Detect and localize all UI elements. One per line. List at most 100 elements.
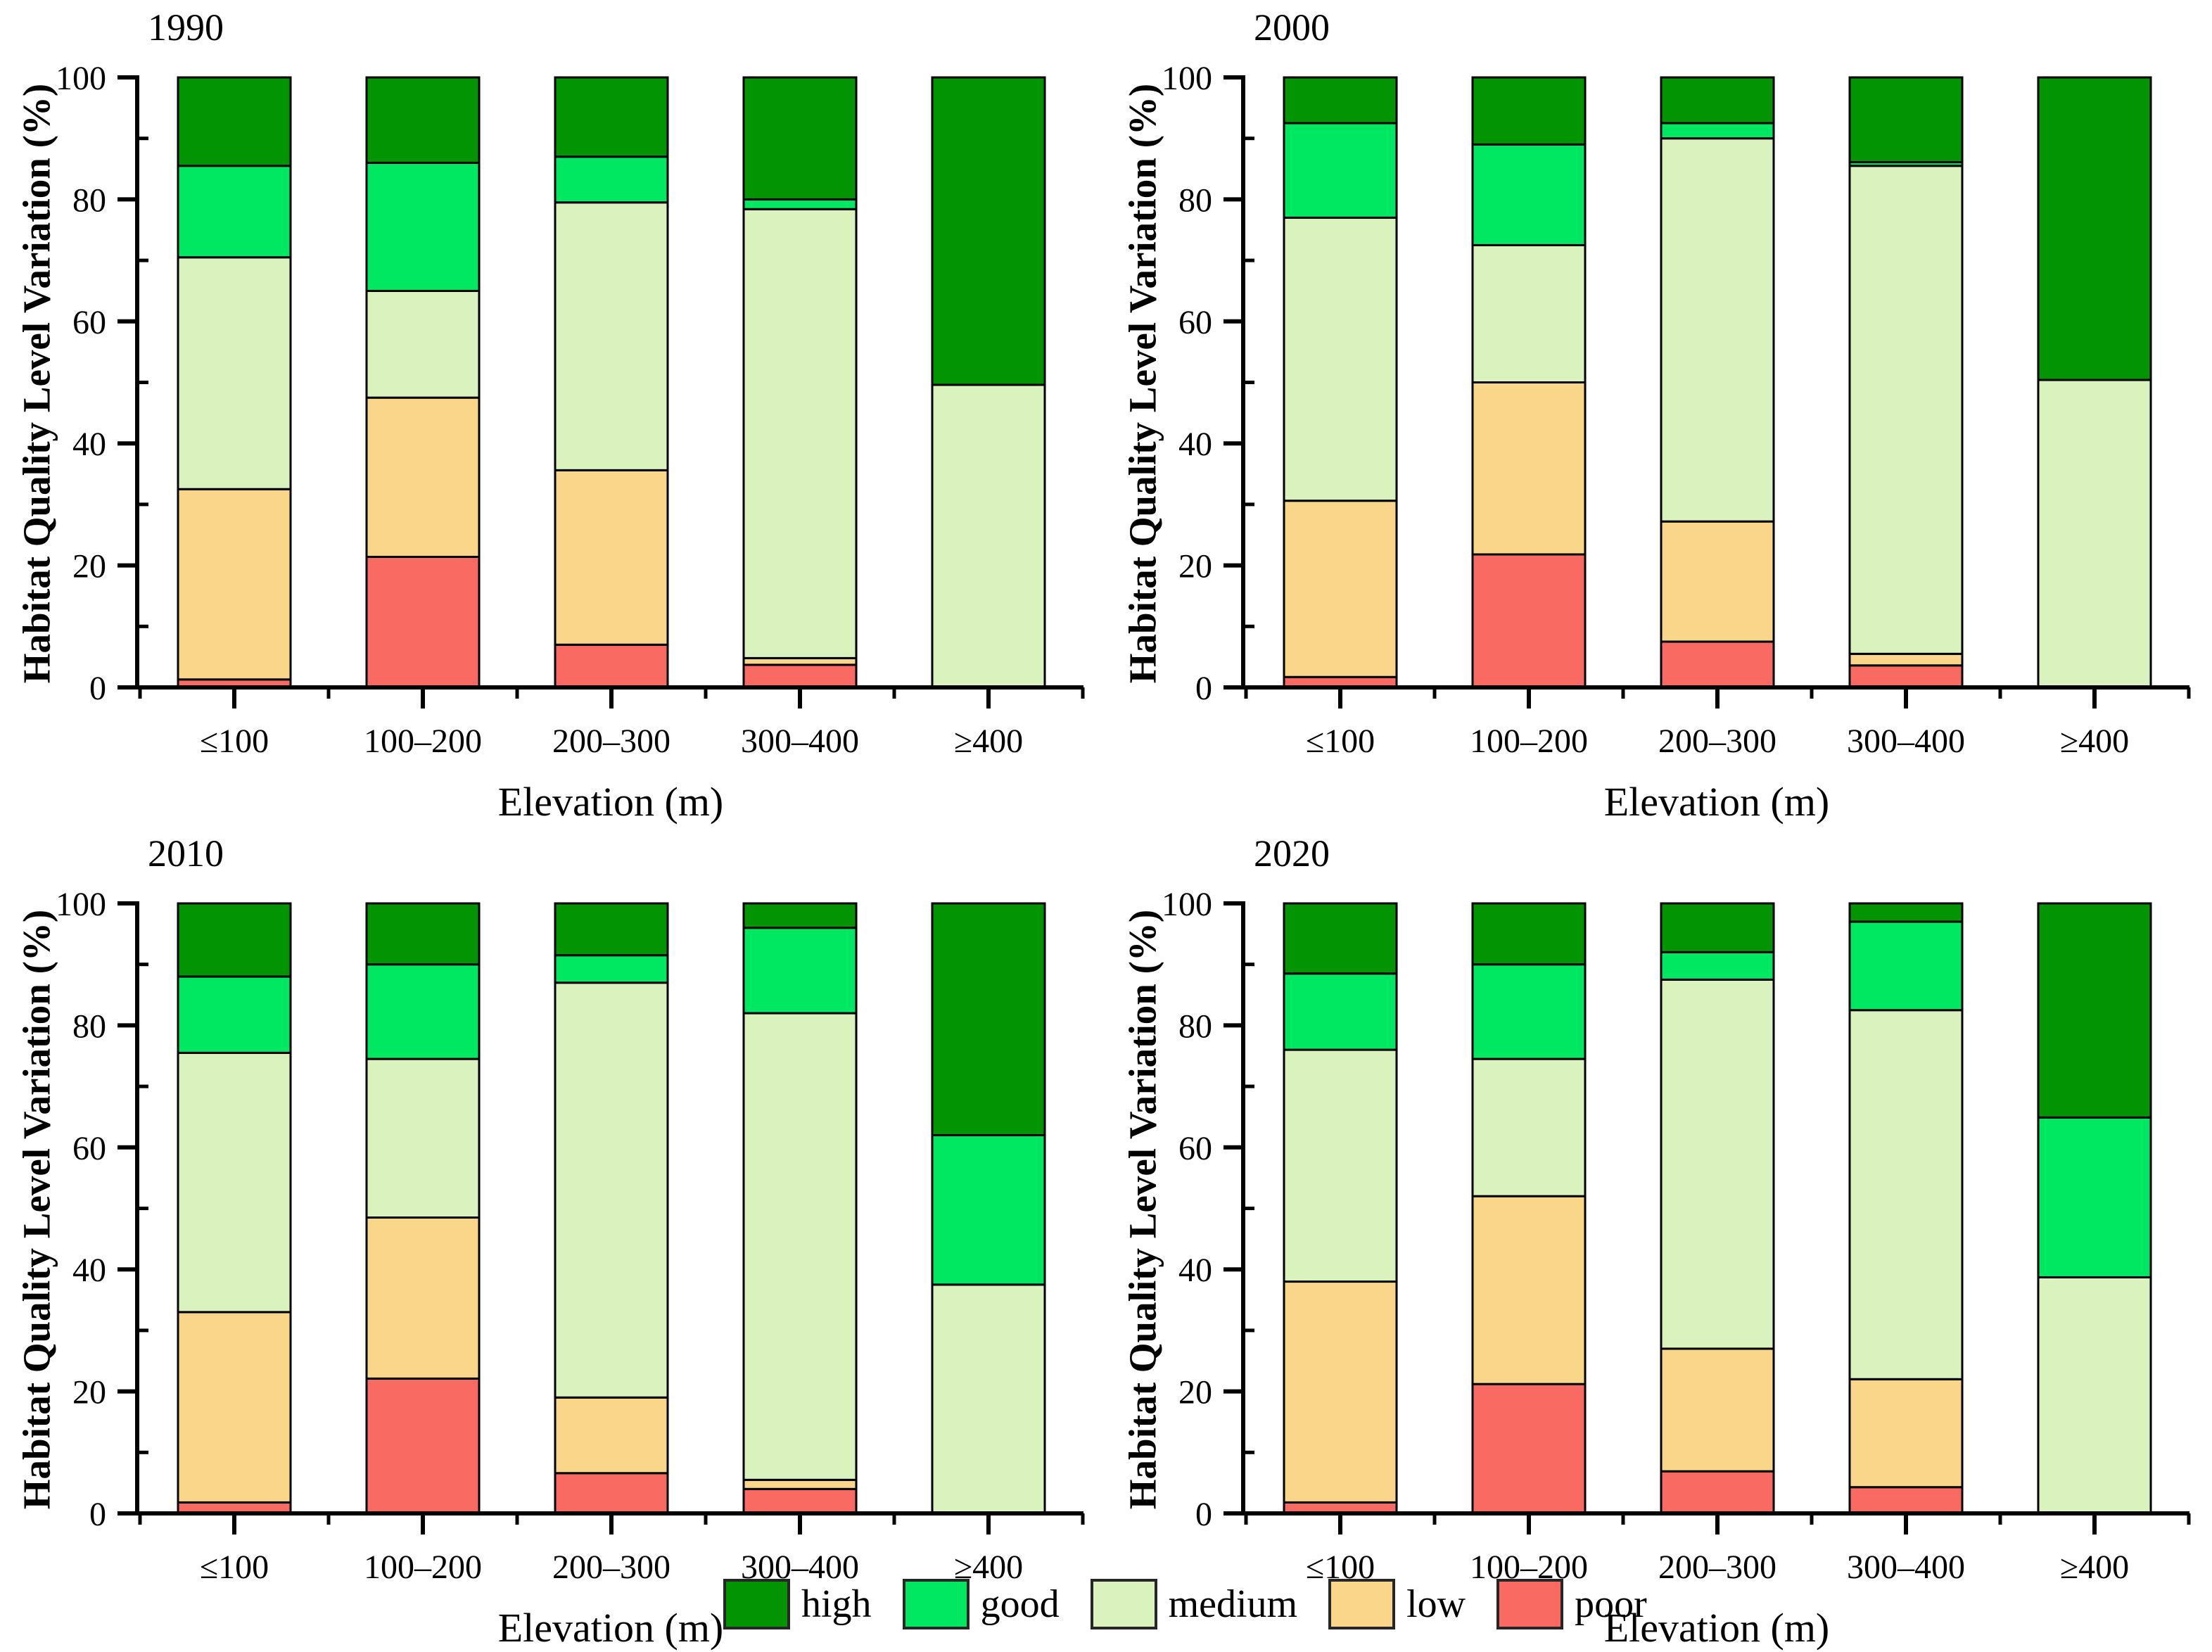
bar-segment-high [554, 76, 669, 158]
x-tick-label: 100–200 [1470, 723, 1588, 760]
bar-segment-high [931, 76, 1046, 386]
y-tick-label: 40 [1178, 426, 1212, 463]
x-tick-label: 200–300 [552, 1549, 670, 1586]
legend: high good medium low poor [723, 1579, 1665, 1629]
bar-segment-high [1848, 902, 1964, 923]
legend-item-low: low [1328, 1579, 1466, 1629]
bar-segment-high [1471, 902, 1587, 966]
bar-segment-high [2037, 902, 2152, 1119]
bar-segment-poor [1660, 1470, 1775, 1515]
bar-segment-low [554, 1396, 669, 1475]
y-tick-label: 20 [72, 1374, 106, 1411]
bar-segment-good [742, 927, 858, 1015]
y-tick-label: 40 [72, 426, 106, 463]
x-tick-label: 300–400 [1847, 1549, 1965, 1586]
bar-segment-high [365, 76, 481, 164]
bar-segment-medium [1283, 216, 1398, 502]
x-tick-label: ≥400 [954, 723, 1023, 760]
bar-segment-good [2037, 1116, 2152, 1278]
bar-segment-medium [177, 1051, 292, 1314]
bar-segment-poor [1471, 553, 1587, 689]
bar-segment-good [177, 165, 292, 259]
x-tick-label: 200–300 [552, 723, 670, 760]
bar-segment-high [365, 902, 481, 966]
bar-segment-good [554, 155, 669, 204]
y-tick-label: 80 [1178, 182, 1212, 219]
y-tick-label: 60 [72, 1130, 106, 1167]
bar-segment-good [1660, 122, 1775, 140]
legend-swatch-medium [1090, 1579, 1157, 1629]
x-axis-label: Elevation (m) [497, 779, 724, 825]
x-axis-label: Elevation (m) [497, 1605, 724, 1651]
bar-segment-good [1471, 143, 1587, 246]
bar-segment-high [931, 902, 1046, 1136]
y-tick-label: 0 [1195, 1496, 1212, 1533]
bar-segment-poor [742, 663, 858, 689]
y-tick-label: 20 [72, 548, 106, 585]
legend-swatch-high [723, 1579, 790, 1629]
legend-item-medium: medium [1090, 1579, 1298, 1629]
bar-segment-good [177, 975, 292, 1054]
bar-segment-medium [931, 1283, 1046, 1515]
y-tick-label: 0 [1195, 670, 1212, 707]
x-axis-label: Elevation (m) [1603, 1605, 1830, 1651]
bar-segment-medium [365, 1057, 481, 1219]
bar-segment-low [177, 488, 292, 681]
bar-segment-good [365, 161, 481, 292]
bar-segment-poor [1848, 664, 1964, 689]
legend-label-good: good [980, 1582, 1060, 1626]
legend-label-high: high [801, 1582, 872, 1626]
chart-panel-2020: 2020 Habitat Quality Level Variation (%)… [1106, 826, 2212, 1652]
bar-segment-poor [554, 1472, 669, 1515]
x-axis-label: Elevation (m) [1603, 779, 1830, 825]
bar-segment-medium [2037, 379, 2152, 689]
y-tick-label: 100 [1162, 60, 1212, 97]
y-tick-label: 60 [72, 304, 106, 341]
bar-segment-low [1471, 1195, 1587, 1385]
bar-segment-medium [1471, 1057, 1587, 1197]
x-tick-label: 200–300 [1658, 723, 1776, 760]
y-tick-label: 80 [1178, 1008, 1212, 1045]
bar-segment-good [365, 963, 481, 1060]
y-tick-label: 100 [56, 60, 106, 97]
legend-label-medium: medium [1168, 1582, 1298, 1626]
y-tick-label: 80 [72, 1008, 106, 1045]
bar-segment-medium [742, 1012, 858, 1481]
plot-area-2000: 0 20 40 60 80 100 ≤100 100–200 200–300 300–400 ≥40… [1162, 60, 2191, 760]
bar-segment-good [742, 198, 858, 210]
plot-area-1990: 0 20 40 60 80 100 ≤100 100–200 200–300 300–400 ≥40… [56, 60, 1085, 760]
bar-segment-medium [177, 256, 292, 490]
bar-segment-high [742, 902, 858, 929]
bar-segment-high [1660, 902, 1775, 953]
bar-segment-high [1848, 76, 1964, 164]
y-tick-label: 100 [1162, 886, 1212, 923]
x-tick-label: ≥400 [2060, 1549, 2129, 1586]
y-tick-label: 80 [72, 182, 106, 219]
legend-swatch-low [1328, 1579, 1396, 1629]
bar-segment-high [742, 76, 858, 201]
legend-item-high: high [723, 1579, 872, 1629]
bar-segment-medium [1660, 137, 1775, 523]
x-tick-label: ≥400 [2060, 723, 2129, 760]
y-tick-label: 60 [1178, 304, 1212, 341]
bar-segment-low [1471, 381, 1587, 556]
legend-label-low: low [1406, 1582, 1466, 1626]
panel-title-1990: 1990 [148, 6, 224, 49]
bar-segment-low [1283, 1281, 1398, 1504]
x-tick-label: 300–400 [741, 723, 859, 760]
x-tick-label: 100–200 [364, 723, 482, 760]
bar-segment-low [554, 469, 669, 646]
bar-segment-poor [365, 555, 481, 689]
legend-item-good: good [902, 1579, 1060, 1629]
bar-segment-medium [742, 208, 858, 659]
legend-item-poor: poor [1496, 1579, 1647, 1629]
y-tick-label: 40 [1178, 1252, 1212, 1289]
x-tick-label: 300–400 [1847, 723, 1965, 760]
y-tick-label: 20 [1178, 548, 1212, 585]
chart-panel-1990: 1990 Habitat Quality Level Variation (%)… [0, 0, 1106, 826]
bar-segment-poor [1848, 1486, 1964, 1515]
